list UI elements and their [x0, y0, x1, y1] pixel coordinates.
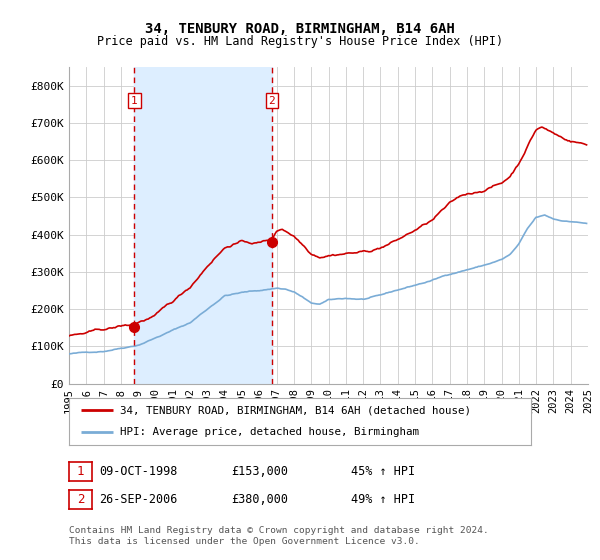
Text: 2: 2: [77, 493, 84, 506]
Text: £153,000: £153,000: [231, 465, 288, 478]
Text: 34, TENBURY ROAD, BIRMINGHAM, B14 6AH: 34, TENBURY ROAD, BIRMINGHAM, B14 6AH: [145, 22, 455, 36]
Text: 2: 2: [269, 96, 275, 106]
Text: 34, TENBURY ROAD, BIRMINGHAM, B14 6AH (detached house): 34, TENBURY ROAD, BIRMINGHAM, B14 6AH (d…: [120, 405, 471, 416]
Text: HPI: Average price, detached house, Birmingham: HPI: Average price, detached house, Birm…: [120, 427, 419, 437]
Text: 49% ↑ HPI: 49% ↑ HPI: [351, 493, 415, 506]
Text: 1: 1: [131, 96, 138, 106]
Text: £380,000: £380,000: [231, 493, 288, 506]
Text: 1: 1: [77, 465, 84, 478]
Text: 45% ↑ HPI: 45% ↑ HPI: [351, 465, 415, 478]
Bar: [134, 67, 272, 384]
Text: 26-SEP-2006: 26-SEP-2006: [99, 493, 178, 506]
Text: 09-OCT-1998: 09-OCT-1998: [99, 465, 178, 478]
Text: Contains HM Land Registry data © Crown copyright and database right 2024.
This d: Contains HM Land Registry data © Crown c…: [69, 526, 489, 546]
Text: Price paid vs. HM Land Registry's House Price Index (HPI): Price paid vs. HM Land Registry's House …: [97, 35, 503, 48]
